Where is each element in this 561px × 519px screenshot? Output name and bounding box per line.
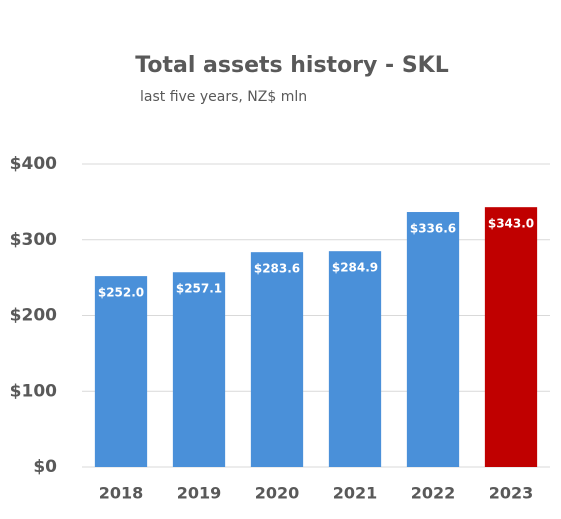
x-tick-label: 2018 (99, 484, 144, 503)
value-label: $257.1 (176, 282, 222, 296)
x-tick-label: 2023 (489, 484, 534, 503)
value-label: $252.0 (98, 286, 144, 300)
bar (250, 252, 304, 467)
x-tick-label: 2020 (255, 484, 300, 503)
value-label: $343.0 (488, 217, 534, 231)
chart-subtitle: last five years, NZ$ mln (140, 89, 307, 105)
value-label: $336.6 (410, 222, 456, 236)
value-label: $284.9 (332, 261, 378, 275)
y-tick-label: $400 (10, 154, 57, 174)
bar (484, 207, 538, 468)
value-label: $283.6 (254, 262, 300, 276)
y-tick-label: $300 (10, 230, 57, 250)
bar (406, 212, 460, 467)
x-tick-label: 2019 (177, 484, 222, 503)
bar (94, 276, 148, 467)
y-tick-label: $0 (33, 457, 57, 477)
y-tick-label: $200 (10, 306, 57, 326)
y-tick-label: $100 (10, 381, 57, 401)
x-tick-label: 2021 (333, 484, 378, 503)
bar (328, 251, 382, 467)
x-tick-label: 2022 (411, 484, 456, 503)
chart-title: Total assets history - SKL (135, 53, 448, 78)
bar (172, 272, 226, 467)
